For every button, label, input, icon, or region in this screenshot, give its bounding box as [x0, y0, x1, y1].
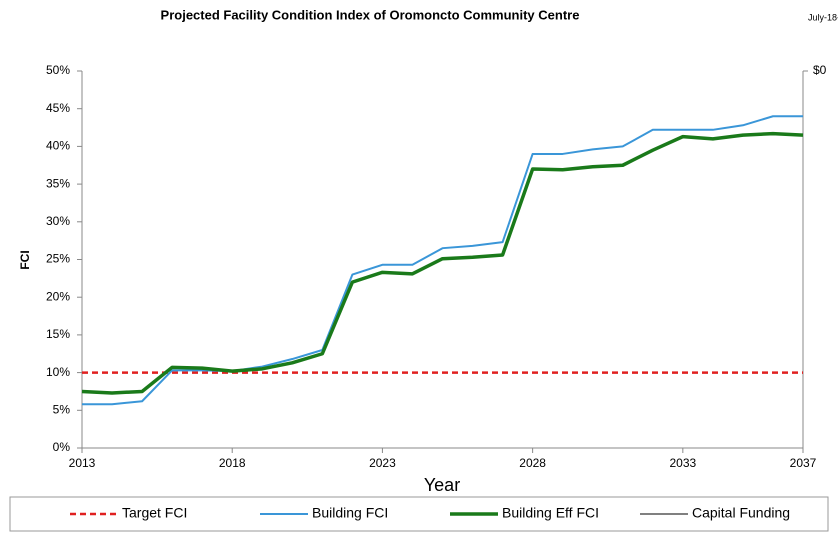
- y-tick-label: 10%: [46, 365, 70, 379]
- y-tick-label: 0%: [53, 440, 71, 454]
- y-tick-label: 30%: [46, 214, 70, 228]
- y-tick-label: 45%: [46, 101, 70, 115]
- legend-label: Capital Funding: [692, 505, 790, 521]
- y2-tick-label: $0: [813, 63, 827, 77]
- x-tick-label: 2013: [69, 456, 96, 470]
- x-tick-label: 2018: [219, 456, 246, 470]
- y-axis-title: FCI: [18, 250, 32, 269]
- legend-label: Building FCI: [312, 505, 388, 521]
- legend-box: [9, 496, 829, 532]
- y-tick-label: 15%: [46, 327, 70, 341]
- legend-label: Target FCI: [122, 505, 187, 521]
- x-axis-title: Year: [424, 475, 460, 495]
- y-tick-label: 35%: [46, 176, 70, 190]
- x-tick-label: 2028: [519, 456, 546, 470]
- chart-title: Projected Facility Condition Index of Or…: [161, 7, 580, 22]
- y-tick-label: 50%: [46, 63, 70, 77]
- y-tick-label: 25%: [46, 252, 70, 266]
- y-tick-label: 40%: [46, 139, 70, 153]
- x-tick-label: 2023: [369, 456, 396, 470]
- y-tick-label: 5%: [53, 402, 71, 416]
- y-tick-label: 20%: [46, 289, 70, 303]
- x-tick-label: 2037: [790, 456, 817, 470]
- x-tick-label: 2033: [669, 456, 696, 470]
- legend-label: Building Eff FCI: [502, 505, 599, 521]
- series-line: [82, 115, 803, 406]
- date-note: July-18-: [808, 12, 838, 22]
- series-line: [81, 131, 804, 395]
